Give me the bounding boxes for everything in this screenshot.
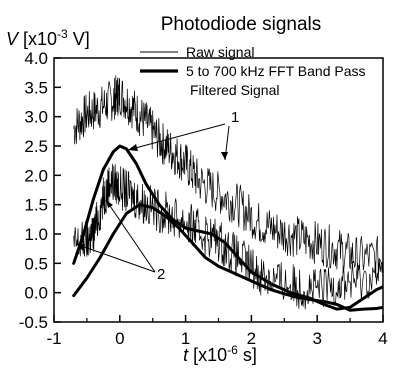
y-axis-label-pre: [x10 bbox=[18, 29, 57, 49]
y-tick-label-2: 0.5 bbox=[24, 254, 48, 273]
raw-signal-line-0 bbox=[73, 75, 383, 280]
y-axis-label-exp: -3 bbox=[57, 27, 68, 41]
x-axis-label-var: t bbox=[183, 345, 189, 365]
y-tick-label-0: -0.5 bbox=[19, 313, 48, 332]
x-tick-label-2: 1 bbox=[181, 329, 190, 348]
annotation-1: 1 bbox=[127, 109, 239, 161]
annotation-1-label: 1 bbox=[231, 109, 239, 126]
y-axis-label-var: V bbox=[6, 29, 20, 49]
legend-label-filtered: 5 to 700 kHz FFT Band Pass bbox=[186, 63, 366, 79]
annotation-1-arrow-a bbox=[127, 123, 226, 151]
y-tick-label-5: 2.0 bbox=[24, 166, 48, 185]
annotation-1-arrowhead-b bbox=[221, 152, 228, 160]
x-axis-label-pre: [x10 bbox=[188, 345, 227, 365]
y-tick-label-3: 1.0 bbox=[24, 225, 48, 244]
legend-label-filtered-cont: Filtered Signal bbox=[190, 82, 280, 98]
x-axis-label: t [x10-6 s] bbox=[183, 343, 257, 365]
chart-title: Photodiode signals bbox=[161, 14, 322, 35]
annotation-2: 2 bbox=[75, 199, 165, 283]
y-tick-label-8: 3.5 bbox=[24, 78, 48, 97]
x-axis-label-exp: -6 bbox=[227, 343, 238, 357]
y-tick-label-7: 3.0 bbox=[24, 108, 48, 127]
x-axis-label-post: s] bbox=[238, 345, 257, 365]
filtered-signal-line-3 bbox=[72, 203, 383, 312]
y-tick-label-4: 1.5 bbox=[24, 196, 48, 215]
annotation-2-arrow-a bbox=[75, 243, 156, 273]
legend: Raw signal 5 to 700 kHz FFT Band Pass Fi… bbox=[140, 44, 366, 98]
x-tick-label-3: 2 bbox=[247, 329, 256, 348]
annotation-2-arrow-b bbox=[105, 199, 156, 273]
ticks-layer: -1 0 1 2 3 4 -0.5 0.0 0.5 1.0 1.5 2.0 2.5 3.0 3.5 4.0 bbox=[19, 49, 388, 348]
raw-signal-line-1 bbox=[73, 163, 383, 310]
annotation-2-label: 2 bbox=[157, 266, 165, 283]
y-tick-label-9: 4.0 bbox=[24, 49, 48, 68]
y-axis-label: V [x10-3 V] bbox=[6, 27, 90, 49]
annotation-2-arrowhead-a bbox=[76, 244, 85, 251]
y-axis-label-post: V] bbox=[68, 29, 90, 49]
x-tick-label-1: 0 bbox=[115, 329, 124, 348]
annotation-1-arrowhead-a bbox=[128, 144, 138, 151]
y-tick-label-6: 2.5 bbox=[24, 137, 48, 156]
annotation-2-arrowhead-b bbox=[106, 200, 113, 208]
legend-label-raw: Raw signal bbox=[186, 44, 254, 60]
x-tick-label-4: 3 bbox=[312, 329, 321, 348]
x-tick-label-0: -1 bbox=[46, 329, 61, 348]
series-layer bbox=[72, 75, 383, 312]
x-tick-label-5: 4 bbox=[378, 329, 387, 348]
filtered-signal-line-2 bbox=[72, 144, 383, 311]
y-tick-label-1: 0.0 bbox=[24, 284, 48, 303]
